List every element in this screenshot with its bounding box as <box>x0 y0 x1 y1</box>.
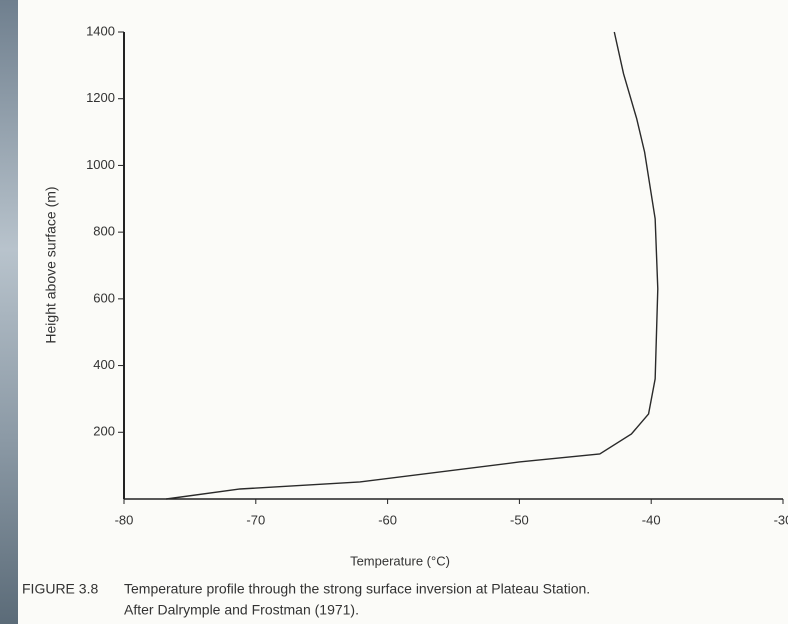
x-tick-label: -70 <box>246 512 265 527</box>
figure-panel <box>18 0 788 624</box>
x-tick-label: -40 <box>642 512 661 527</box>
y-tick-label: 1400 <box>86 23 115 38</box>
y-tick-label: 600 <box>93 290 115 305</box>
caption-line: Temperature profile through the strong s… <box>124 581 590 597</box>
x-tick-label: -30 <box>774 512 788 527</box>
y-tick-label: 200 <box>93 424 115 439</box>
x-tick-label: -60 <box>378 512 397 527</box>
profile-line <box>166 31 659 500</box>
y-tick-label: 1200 <box>86 90 115 105</box>
caption-label: FIGURE 3.8 <box>22 581 98 597</box>
y-tick-label: 800 <box>93 224 115 239</box>
x-axis-label: Temperature (°C) <box>350 553 450 568</box>
x-tick-label: -80 <box>115 512 134 527</box>
y-tick-label: 400 <box>93 357 115 372</box>
y-tick-label: 1000 <box>86 157 115 172</box>
x-tick-label: -50 <box>510 512 529 527</box>
y-axis-label: Height above surface (m) <box>43 186 59 343</box>
caption-line: After Dalrymple and Frostman (1971). <box>124 602 359 618</box>
